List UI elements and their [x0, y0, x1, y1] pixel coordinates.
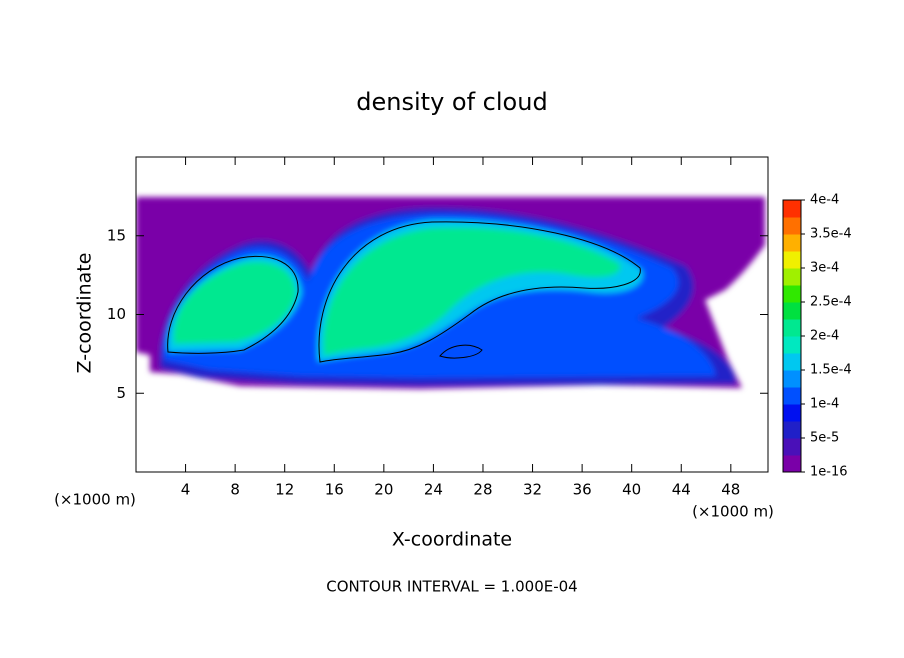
colorbar-band [783, 421, 801, 439]
x-tick-label: 40 [622, 481, 641, 499]
y-unit: (×1000 m) [54, 491, 136, 509]
colorbar-tick-label: 2e-4 [810, 329, 839, 344]
x-tick-label: 4 [181, 481, 191, 499]
x-axis-label: X-coordinate [392, 529, 512, 551]
colorbar-band [783, 438, 801, 456]
colorbar-tick-label: 2.5e-4 [810, 295, 852, 310]
y-tick-label: 5 [116, 384, 126, 402]
y-tick-label: 10 [107, 305, 126, 323]
colorbar-band [783, 387, 801, 405]
colorbar-band [783, 336, 801, 354]
colorbar-tick-label: 1e-4 [810, 397, 839, 412]
colorbar-band [783, 268, 801, 286]
colorbar-band [783, 404, 801, 422]
colorbar-band [783, 200, 801, 218]
colorbar-tick-label: 3e-4 [810, 261, 839, 276]
field-green [173, 227, 621, 356]
colorbar-band [783, 455, 801, 473]
x-tick-label: 48 [721, 481, 740, 499]
chart-title: density of cloud [356, 88, 547, 116]
x-tick-label: 8 [230, 481, 240, 499]
annotation: CONTOUR INTERVAL = 1.000E-04 [326, 578, 577, 596]
y-axis-label: Z-coordinate [74, 253, 96, 374]
contour-line [318, 221, 641, 363]
x-tick-label: 24 [424, 481, 443, 499]
x-tick-label: 28 [473, 481, 492, 499]
x-tick-label: 16 [325, 481, 344, 499]
colorbar-tick-label: 1.5e-4 [810, 363, 852, 378]
colorbar-band [783, 302, 801, 320]
colorbar-tick-label: 4e-4 [810, 193, 839, 208]
colorbar-tick-label: 5e-5 [810, 431, 839, 446]
colorbar-tick-label: 1e-16 [810, 465, 848, 480]
colorbar-band [783, 234, 801, 252]
density-field [136, 197, 765, 389]
colorbar-band [783, 251, 801, 269]
colorbar-band [783, 217, 801, 235]
contour-line [167, 255, 299, 354]
y-tick-label: 15 [107, 226, 126, 244]
x-tick-label: 32 [523, 481, 542, 499]
colorbar-tick-label: 3.5e-4 [810, 227, 852, 242]
colorbar-band [783, 285, 801, 303]
x-unit: (×1000 m) [692, 503, 774, 521]
colorbar-band [783, 353, 801, 371]
x-tick-label: 36 [573, 481, 592, 499]
x-tick-label: 12 [275, 481, 294, 499]
contour-line [439, 344, 483, 359]
x-tick-label: 20 [374, 481, 393, 499]
x-tick-label: 44 [672, 481, 691, 499]
colorbar-band [783, 319, 801, 337]
colorbar-band [783, 370, 801, 388]
